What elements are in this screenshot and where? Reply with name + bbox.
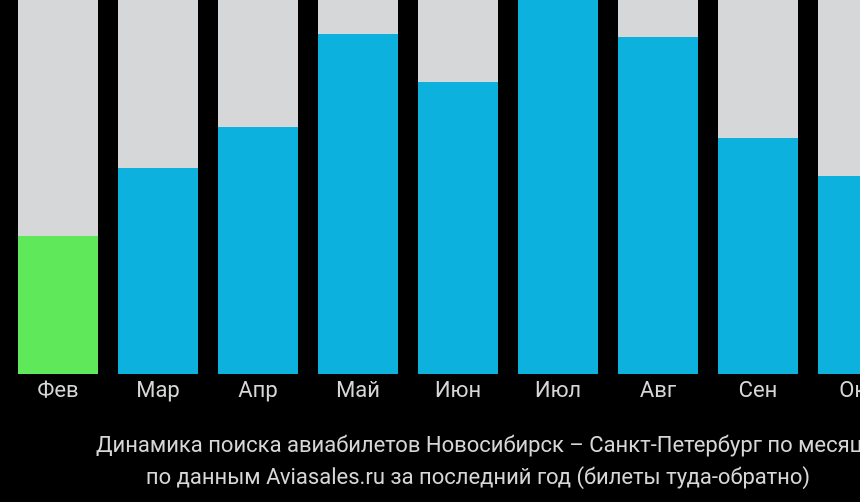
- bar-column: [218, 0, 298, 374]
- bar-column: [518, 0, 598, 374]
- bar-fill: [618, 37, 698, 374]
- bar-fill: [18, 236, 98, 374]
- x-axis-label: Окт: [818, 378, 860, 418]
- x-axis-label: Мар: [118, 378, 198, 418]
- bar-column: [718, 0, 798, 374]
- bar-column: [818, 0, 860, 374]
- bar-fill: [718, 138, 798, 374]
- bar-fill: [818, 176, 860, 374]
- x-axis-label: Сен: [718, 378, 798, 418]
- caption-line-1: Динамика поиска авиабилетов Новосибирск …: [96, 433, 860, 458]
- x-axis-label: Фев: [18, 378, 98, 418]
- bar-column: [18, 0, 98, 374]
- search-dynamics-chart: Фев Мар Апр Май Июн Июл Авг Сен Окт Динамика пои…: [0, 0, 860, 502]
- bar-fill: [218, 127, 298, 374]
- bar-column: [618, 0, 698, 374]
- x-axis-label: Авг: [618, 378, 698, 418]
- bar-fill: [118, 168, 198, 374]
- x-axis-label: Июл: [518, 378, 598, 418]
- bar-fill: [418, 82, 498, 374]
- chart-caption: Динамика поиска авиабилетов Новосибирск …: [0, 430, 860, 494]
- x-axis-labels: Фев Мар Апр Май Июн Июл Авг Сен Окт: [18, 378, 860, 418]
- bar-fill: [318, 34, 398, 374]
- bar-column: [418, 0, 498, 374]
- x-axis-label: Май: [318, 378, 398, 418]
- bars-area: [18, 0, 860, 374]
- bar-column: [318, 0, 398, 374]
- caption-line-2: по данным Aviasales.ru за последний год …: [96, 462, 860, 494]
- x-axis-label: Апр: [218, 378, 298, 418]
- x-axis-label: Июн: [418, 378, 498, 418]
- bar-column: [118, 0, 198, 374]
- bar-fill: [518, 0, 598, 374]
